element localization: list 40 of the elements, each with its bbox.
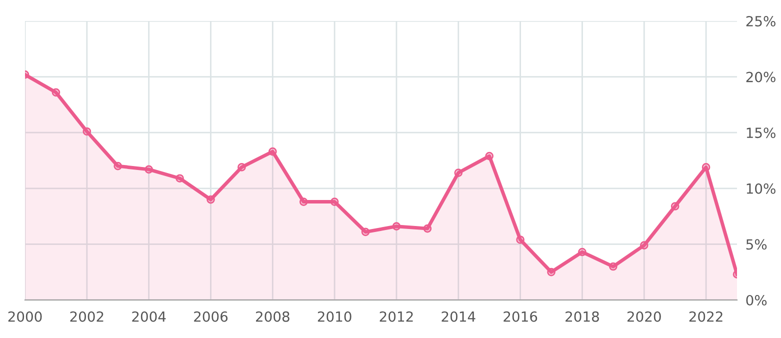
point bbox=[670, 202, 680, 210]
point bbox=[702, 163, 710, 172]
point bbox=[52, 88, 60, 97]
x-tick-label: 2010 bbox=[318, 311, 352, 322]
x-tick-label: 2006 bbox=[194, 311, 228, 322]
x-tick-label: 2018 bbox=[566, 311, 599, 322]
y-tick-label: 10% bbox=[746, 183, 776, 194]
y-tick-label: 5% bbox=[746, 239, 767, 250]
point bbox=[423, 224, 432, 233]
y-tick-label: 20% bbox=[746, 72, 776, 82]
point bbox=[268, 147, 277, 156]
point bbox=[609, 262, 618, 271]
point bbox=[176, 174, 184, 183]
x-tick-label: 2022 bbox=[689, 311, 722, 322]
point bbox=[114, 162, 122, 170]
y-tick-label: 0% bbox=[746, 294, 767, 306]
x-tick-label: 2000 bbox=[8, 311, 42, 322]
point bbox=[82, 127, 92, 136]
x-tick-label: 2020 bbox=[627, 311, 661, 322]
point bbox=[516, 236, 524, 244]
point bbox=[485, 152, 494, 160]
point bbox=[206, 195, 215, 204]
x-tick-label: 2016 bbox=[504, 311, 538, 322]
point bbox=[454, 168, 463, 177]
point bbox=[299, 198, 308, 206]
x-tick-label: 2008 bbox=[256, 311, 290, 322]
x-tick-label: 2012 bbox=[380, 311, 413, 322]
point bbox=[578, 248, 586, 256]
point bbox=[330, 198, 339, 206]
point bbox=[361, 228, 370, 236]
point bbox=[144, 165, 153, 174]
point bbox=[238, 163, 246, 172]
x-tick-label: 2004 bbox=[132, 311, 166, 322]
y-tick-label: 25% bbox=[746, 16, 776, 26]
point bbox=[640, 241, 648, 250]
x-tick-label: 2002 bbox=[70, 311, 104, 322]
x-tick-label: 2014 bbox=[442, 311, 476, 322]
y-tick-label: 15% bbox=[746, 128, 776, 138]
point bbox=[547, 268, 556, 276]
point bbox=[392, 222, 401, 231]
